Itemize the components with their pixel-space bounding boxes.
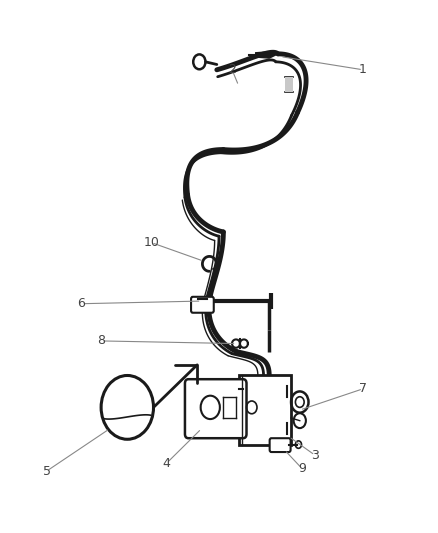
Text: 7: 7 — [359, 382, 367, 395]
Text: 4: 4 — [162, 457, 170, 470]
FancyBboxPatch shape — [185, 379, 247, 438]
Bar — [239, 375, 291, 445]
FancyBboxPatch shape — [191, 297, 214, 313]
FancyBboxPatch shape — [270, 438, 290, 452]
Text: 5: 5 — [42, 465, 50, 478]
Text: 10: 10 — [143, 236, 159, 249]
Text: 6: 6 — [78, 297, 85, 310]
Bar — [285, 77, 293, 92]
Text: 8: 8 — [97, 334, 105, 348]
Text: 2: 2 — [228, 63, 236, 76]
Polygon shape — [256, 52, 276, 58]
Text: 3: 3 — [311, 449, 319, 462]
Text: 9: 9 — [298, 462, 306, 475]
Text: 1: 1 — [359, 63, 367, 76]
